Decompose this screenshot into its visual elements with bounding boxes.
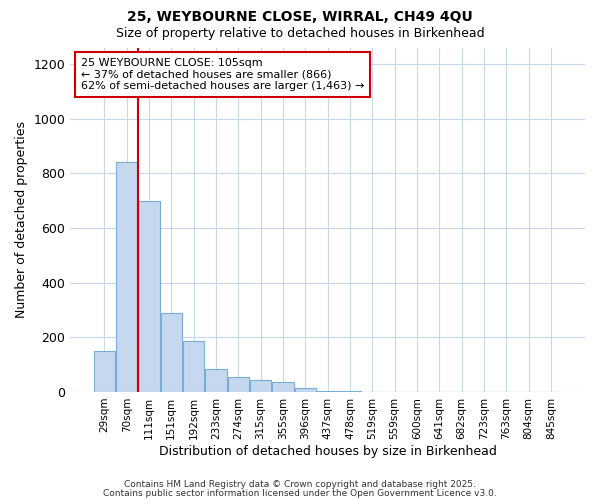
Bar	[139, 200, 160, 392]
Text: Contains HM Land Registry data © Crown copyright and database right 2025.: Contains HM Land Registry data © Crown c…	[124, 480, 476, 489]
Bar	[183, 342, 204, 392]
Text: Contains public sector information licensed under the Open Government Licence v3: Contains public sector information licen…	[103, 488, 497, 498]
Bar	[295, 388, 316, 392]
Bar	[205, 368, 227, 392]
Bar	[250, 380, 271, 392]
X-axis label: Distribution of detached houses by size in Birkenhead: Distribution of detached houses by size …	[159, 444, 497, 458]
Bar	[161, 312, 182, 392]
Text: Size of property relative to detached houses in Birkenhead: Size of property relative to detached ho…	[116, 28, 484, 40]
Text: 25 WEYBOURNE CLOSE: 105sqm
← 37% of detached houses are smaller (866)
62% of sem: 25 WEYBOURNE CLOSE: 105sqm ← 37% of deta…	[80, 58, 364, 91]
Y-axis label: Number of detached properties: Number of detached properties	[15, 121, 28, 318]
Bar	[94, 351, 115, 392]
Bar	[227, 377, 249, 392]
Text: 25, WEYBOURNE CLOSE, WIRRAL, CH49 4QU: 25, WEYBOURNE CLOSE, WIRRAL, CH49 4QU	[127, 10, 473, 24]
Bar	[272, 382, 293, 392]
Bar	[317, 390, 338, 392]
Bar	[116, 162, 137, 392]
